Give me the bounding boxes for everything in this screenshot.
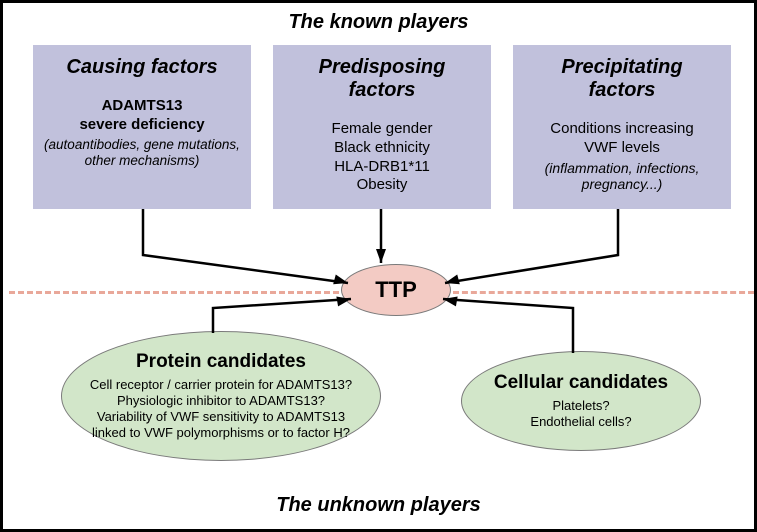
causing-italic: (autoantibodies, gene mutations, other m… <box>42 137 242 169</box>
predisposing-title-l1: Predisposing <box>319 56 446 78</box>
center-label: TTP <box>375 277 417 303</box>
box-predisposing-title: Predisposing factors <box>282 56 482 102</box>
protein-l1: Physiologic inhibitor to ADAMTS13? <box>117 393 325 408</box>
predisposing-l1: Black ethnicity <box>334 139 430 156</box>
protein-l0: Cell receptor / carrier protein for ADAM… <box>90 377 352 392</box>
oval-cellular-candidates: Cellular candidates Platelets? Endotheli… <box>461 351 701 451</box>
protein-body: Cell receptor / carrier protein for ADAM… <box>90 377 352 442</box>
box-causing-title: Causing factors <box>42 56 242 79</box>
protein-title: Protein candidates <box>136 351 306 373</box>
precipitating-l2: VWF levels <box>584 139 660 156</box>
divider-dashed-right <box>453 291 754 294</box>
precipitating-l1: Conditions increasing <box>550 120 693 137</box>
precipitating-sub: (inflammation, infections, pregnancy...) <box>522 160 722 194</box>
predisposing-l0: Female gender <box>332 120 433 137</box>
precipitating-title-l1: Precipitating <box>561 56 682 78</box>
box-causing-body: ADAMTS13 severe deficiency (autoantibodi… <box>42 97 242 169</box>
protein-l2: Variability of VWF sensitivity to ADAMTS… <box>97 409 345 424</box>
cellular-l1: Endothelial cells? <box>530 414 631 429</box>
title-known-players: The known players <box>3 11 754 34</box>
cellular-l0: Platelets? <box>552 398 609 413</box>
precipitating-title-l2: factors <box>589 79 656 101</box>
box-precipitating-factors: Precipitating factors Conditions increas… <box>513 45 731 209</box>
title-unknown-players: The unknown players <box>3 494 754 517</box>
cellular-title: Cellular candidates <box>494 372 668 394</box>
cellular-body: Platelets? Endothelial cells? <box>530 398 631 431</box>
predisposing-l3: Obesity <box>357 176 408 193</box>
causing-bold1: ADAMTS13 <box>102 97 183 114</box>
divider-dashed-left <box>9 291 339 294</box>
box-predisposing-factors: Predisposing factors Female gender Black… <box>273 45 491 209</box>
diagram-frame: The known players Causing factors ADAMTS… <box>0 0 757 532</box>
causing-bold2: severe deficiency <box>79 116 204 133</box>
box-predisposing-body: Female gender Black ethnicity HLA-DRB1*1… <box>282 120 482 195</box>
predisposing-l2: HLA-DRB1*11 <box>334 158 430 175</box>
oval-protein-candidates: Protein candidates Cell receptor / carri… <box>61 331 381 461</box>
center-node-ttp: TTP <box>341 264 451 316</box>
box-causing-factors: Causing factors ADAMTS13 severe deficien… <box>33 45 251 209</box>
box-precipitating-title: Precipitating factors <box>522 56 722 102</box>
protein-l3: linked to VWF polymorphisms or to factor… <box>92 425 350 440</box>
predisposing-title-l2: factors <box>349 79 416 101</box>
box-precipitating-body: Conditions increasing VWF levels (inflam… <box>522 120 722 193</box>
